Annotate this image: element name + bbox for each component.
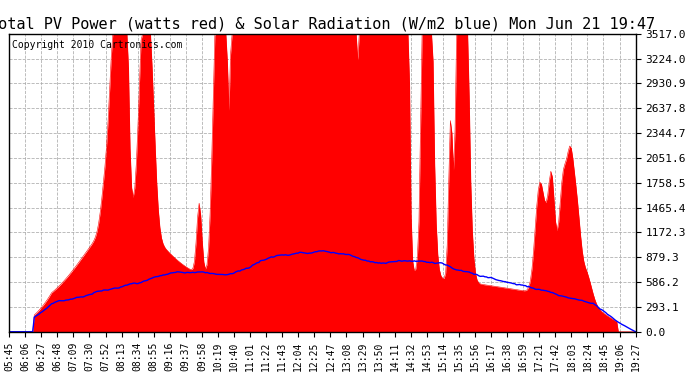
Text: Copyright 2010 Cartronics.com: Copyright 2010 Cartronics.com <box>12 40 183 50</box>
Title: Total PV Power (watts red) & Solar Radiation (W/m2 blue) Mon Jun 21 19:47: Total PV Power (watts red) & Solar Radia… <box>0 16 656 31</box>
